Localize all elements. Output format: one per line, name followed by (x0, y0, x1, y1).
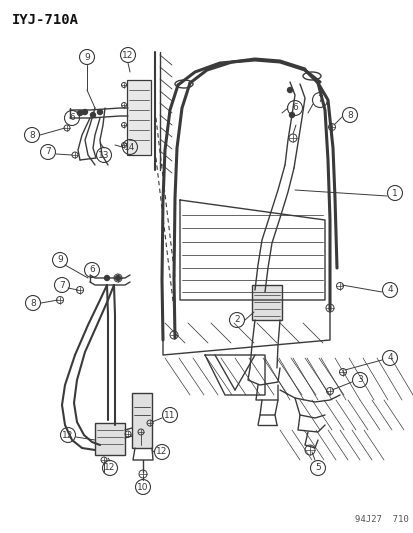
FancyBboxPatch shape (132, 393, 152, 448)
Text: 2: 2 (234, 316, 239, 325)
Text: 8: 8 (30, 298, 36, 308)
Text: 12: 12 (156, 448, 167, 456)
Text: 7: 7 (45, 148, 51, 157)
Circle shape (104, 276, 109, 280)
Text: 8: 8 (29, 131, 35, 140)
Text: 9: 9 (84, 52, 90, 61)
Text: IYJ-710A: IYJ-710A (12, 13, 79, 27)
Circle shape (289, 112, 294, 117)
Circle shape (90, 112, 95, 117)
Circle shape (115, 276, 120, 280)
Text: 3: 3 (356, 376, 362, 384)
FancyBboxPatch shape (95, 423, 125, 455)
Text: 12: 12 (62, 431, 74, 440)
Text: 6: 6 (292, 103, 297, 112)
FancyBboxPatch shape (127, 80, 151, 155)
Circle shape (77, 110, 82, 116)
Text: 8: 8 (346, 110, 352, 119)
Circle shape (97, 109, 102, 115)
Text: 4: 4 (386, 286, 392, 295)
Text: 6: 6 (69, 114, 75, 123)
Text: 7: 7 (316, 95, 322, 104)
FancyBboxPatch shape (252, 285, 281, 320)
Text: 12: 12 (104, 464, 115, 472)
Text: 4: 4 (386, 353, 392, 362)
Text: 11: 11 (164, 410, 176, 419)
Text: 7: 7 (59, 280, 65, 289)
Text: 6: 6 (89, 265, 95, 274)
Text: 94J27  710: 94J27 710 (354, 515, 408, 524)
Text: 9: 9 (57, 255, 63, 264)
Circle shape (82, 109, 87, 115)
Text: 5: 5 (314, 464, 320, 472)
Text: 14: 14 (124, 142, 135, 151)
Circle shape (287, 87, 292, 93)
Text: 10: 10 (137, 482, 148, 491)
Text: 13: 13 (98, 150, 109, 159)
Text: 1: 1 (391, 189, 397, 198)
Text: 12: 12 (122, 51, 133, 60)
